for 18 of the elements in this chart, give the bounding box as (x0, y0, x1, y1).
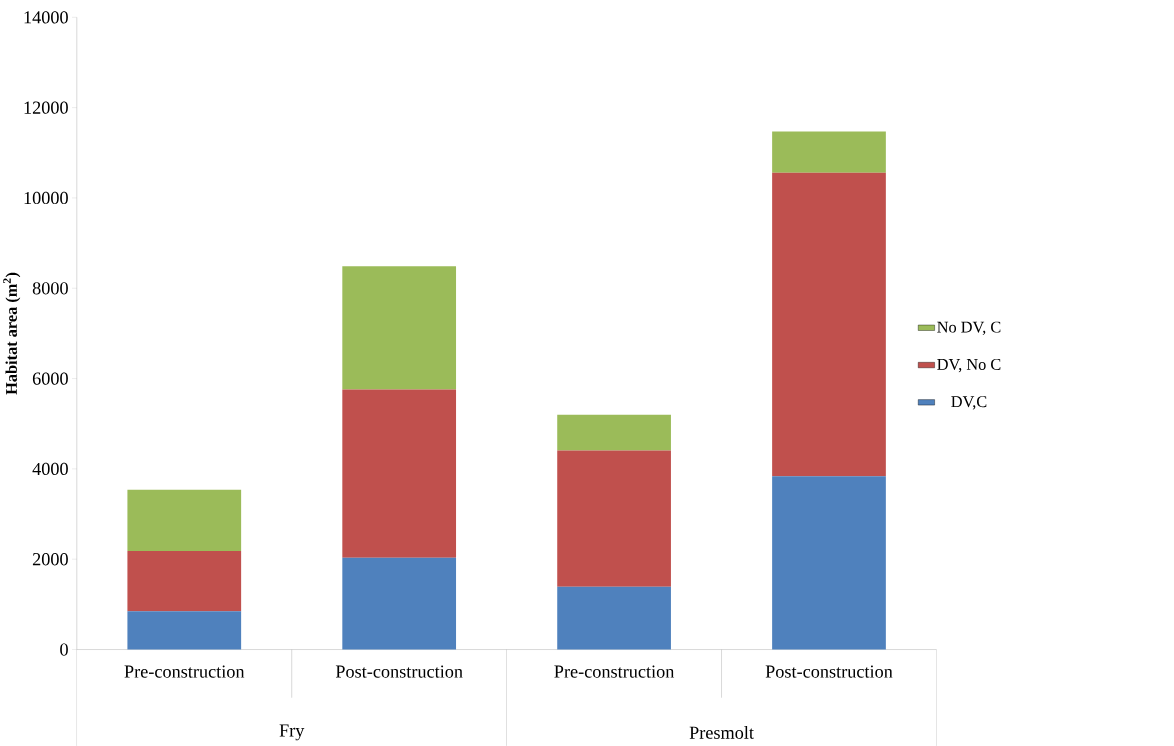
x-tick-label: Post-construction (335, 665, 463, 678)
y-axis-title: Habitat area (m$^{2}$) (3, 272, 21, 395)
x-tick-label: Pre-construction (554, 665, 675, 678)
y-tick-label: 12000 (24, 101, 68, 114)
legend-label: DV, No C (937, 358, 1001, 373)
y-tick-label: 14000 (24, 11, 68, 24)
y-tick-label: 4000 (32, 462, 68, 476)
y-tick-label: 10000 (24, 191, 68, 205)
text: Presmolt (689, 725, 754, 739)
y-tick-label: 8000 (32, 282, 68, 295)
legend-label: No DV, C (937, 321, 1001, 335)
text: Fry (279, 724, 305, 741)
y-tick-label: 2000 (32, 553, 68, 566)
y-tick-label: 0 (60, 643, 68, 656)
y-tick-label: 6000 (32, 372, 68, 385)
x-tick-label: Post-construction (765, 665, 893, 678)
legend-label: DV,C (951, 396, 987, 410)
x-tick-label: Pre-construction (124, 665, 245, 678)
